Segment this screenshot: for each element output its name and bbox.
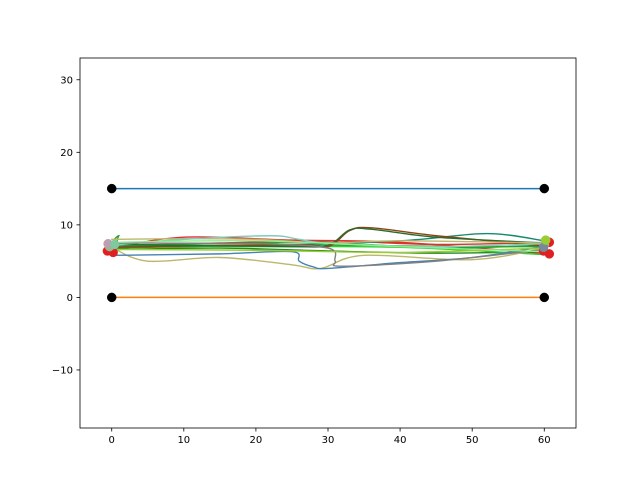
point-marker-11 [109, 239, 120, 250]
y-tick-label-3: 20 [60, 148, 73, 159]
x-tick-label-0: 0 [109, 435, 115, 446]
x-tick-label-4: 40 [394, 435, 407, 446]
y-tick-label-1: 0 [67, 293, 73, 304]
y-axis: −10 0 10 20 30 [52, 75, 80, 377]
x-tick-label-5: 50 [466, 435, 479, 446]
point-marker-1 [539, 183, 550, 194]
x-tick-label-3: 30 [322, 435, 335, 446]
point-marker-3 [539, 292, 550, 303]
point-marker-14 [540, 235, 551, 245]
x-axis: 0 10 20 30 40 50 60 [109, 428, 551, 446]
series-line-13 [111, 235, 545, 248]
x-tick-label-6: 60 [538, 435, 551, 446]
series-line-17 [111, 239, 545, 253]
y-tick-label-4: 30 [60, 75, 73, 86]
plot-area [102, 183, 555, 303]
series-line-16 [111, 247, 545, 254]
y-tick-label-2: 10 [60, 220, 73, 231]
point-marker-2 [106, 292, 117, 303]
series-line-12 [111, 246, 545, 270]
series-line-15 [111, 242, 545, 267]
point-marker-0 [106, 183, 117, 194]
series-line-10 [111, 227, 545, 248]
x-tick-label-1: 10 [177, 435, 190, 446]
x-tick-label-2: 20 [250, 435, 263, 446]
y-tick-label-0: −10 [52, 366, 73, 377]
